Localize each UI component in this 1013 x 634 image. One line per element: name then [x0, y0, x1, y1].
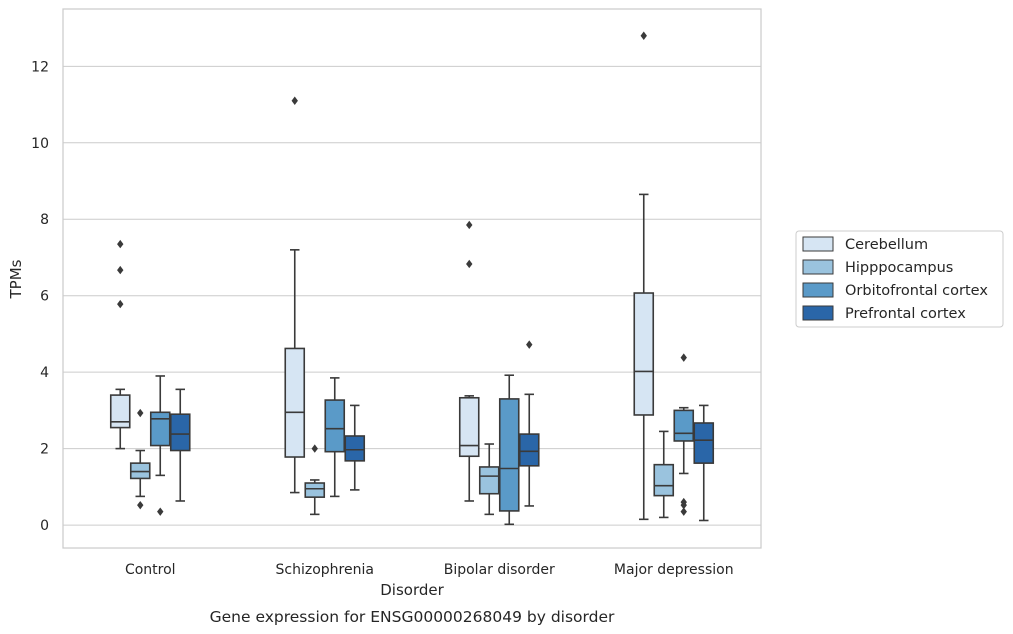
box-iqr	[109, 394, 131, 429]
outlier-point	[680, 497, 687, 507]
outlier-point	[466, 259, 473, 269]
y-tick-label: 6	[40, 289, 49, 305]
box-iqr	[693, 422, 715, 464]
box-iqr	[498, 398, 520, 512]
legend: Cerebellum Hipppocampus Orbitofrontal cort…	[795, 230, 1004, 328]
x-axis-label: Disorder	[380, 581, 444, 599]
plot-background	[63, 9, 761, 548]
box-iqr	[478, 466, 500, 495]
box-iqr	[653, 463, 675, 497]
outlier-point	[640, 31, 647, 40]
legend-swatch	[802, 259, 834, 275]
box-prefrontal-cortex	[693, 404, 715, 522]
y-tick-label: 0	[40, 518, 49, 534]
legend-label: Prefrontal cortex	[845, 306, 966, 322]
box-iqr	[633, 292, 655, 416]
outlier-point	[137, 408, 144, 418]
x-tick-label: Bipolar disorder	[444, 562, 555, 578]
box-cerebellum	[633, 31, 655, 521]
box-hipppocampus	[129, 408, 151, 510]
outlier-point	[680, 507, 687, 516]
y-axis-ticks: 0 2 4 6 8 10 12	[31, 59, 49, 534]
box-hipppocampus	[653, 430, 675, 519]
box-orbitofrontal-cortex	[324, 377, 346, 498]
box-iqr	[169, 413, 191, 452]
x-axis-ticks: Control Schizophrenia Bipolar disorder Majo…	[125, 562, 734, 578]
box-hipppocampus	[304, 444, 326, 516]
legend-label: Orbitofrontal cortex	[845, 283, 988, 299]
box-iqr	[304, 482, 326, 498]
y-tick-label: 12	[31, 59, 49, 75]
outlier-point	[466, 220, 473, 230]
box-groups	[109, 31, 715, 526]
box-iqr	[284, 347, 306, 458]
outlier-point	[117, 239, 124, 249]
box-hipppocampus	[478, 443, 500, 516]
box-cerebellum	[109, 239, 131, 450]
box-iqr	[344, 435, 366, 462]
box-iqr	[149, 411, 171, 447]
box-orbitofrontal-cortex	[498, 374, 520, 526]
y-tick-label: 4	[40, 365, 49, 381]
x-tick-label: Control	[125, 562, 176, 578]
box-prefrontal-cortex	[169, 388, 191, 502]
plot-frame	[62, 8, 762, 549]
legend-frame	[795, 230, 1004, 328]
x-tick-label: Major depression	[614, 562, 734, 578]
box-prefrontal-cortex	[344, 404, 366, 491]
outlier-point	[157, 507, 164, 516]
outlier-point	[117, 299, 124, 309]
legend-swatch	[802, 282, 834, 298]
y-tick-label: 2	[40, 442, 49, 458]
y-tick-label: 8	[40, 212, 49, 228]
box-cerebellum	[284, 96, 306, 494]
box-iqr	[673, 409, 695, 442]
legend-swatch	[802, 305, 834, 321]
outlier-point	[311, 444, 318, 453]
outlier-point	[526, 340, 533, 349]
legend-label: Cerebellum	[845, 237, 928, 253]
chart-caption: Gene expression for ENSG00000268049 by d…	[210, 608, 615, 626]
outlier-point	[117, 265, 124, 275]
legend-label: Hipppocampus	[845, 260, 953, 276]
box-cerebellum	[458, 220, 480, 502]
box-iqr	[458, 396, 480, 458]
box-prefrontal-cortex	[518, 340, 540, 507]
x-tick-label: Schizophrenia	[276, 562, 374, 578]
outlier-point	[680, 353, 687, 362]
y-axis-label: TPMs	[7, 259, 25, 299]
outlier-point	[137, 500, 144, 510]
box-orbitofrontal-cortex	[673, 353, 695, 516]
outlier-point	[291, 96, 298, 105]
y-tick-label: 10	[31, 136, 49, 152]
legend-swatch	[802, 236, 834, 252]
box-iqr	[518, 433, 540, 467]
box-orbitofrontal-cortex	[149, 375, 171, 516]
box-iqr	[324, 399, 346, 453]
